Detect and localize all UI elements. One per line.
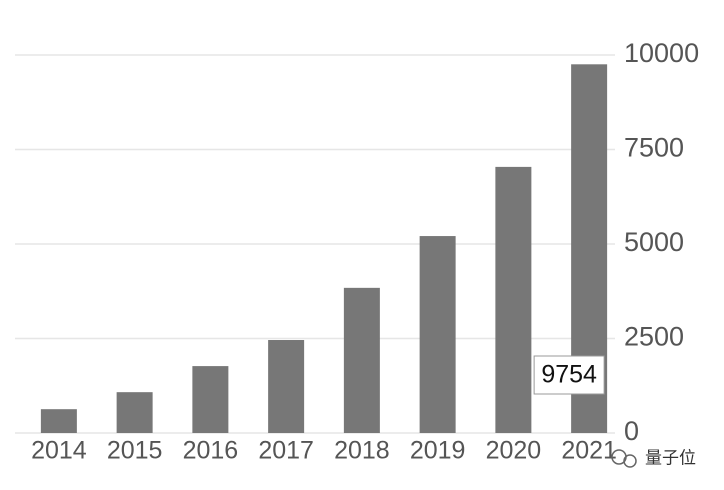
bar bbox=[495, 166, 532, 433]
x-tick-label: 2017 bbox=[258, 437, 314, 465]
plot: 0 2500 5000 7500 10000 2014 2015 2016 2017 2018 20… bbox=[15, 38, 699, 465]
watermark-icon bbox=[623, 454, 637, 468]
bar bbox=[419, 236, 456, 433]
bar bbox=[116, 392, 153, 433]
watermark-text: 量子位 bbox=[645, 448, 696, 467]
data-label-box bbox=[533, 355, 605, 395]
watermark: 量子位 bbox=[611, 448, 696, 468]
bar bbox=[268, 340, 305, 433]
x-tick-label: 2014 bbox=[31, 437, 87, 465]
y-tick-label: 10000 bbox=[624, 38, 699, 68]
bar bbox=[40, 409, 77, 433]
x-tick-label: 2018 bbox=[334, 437, 390, 465]
y-tick-label: 2500 bbox=[624, 322, 684, 352]
data-label: 9754 bbox=[541, 361, 597, 389]
bar bbox=[192, 366, 229, 433]
x-tick-label: 2016 bbox=[183, 437, 239, 465]
y-tick-label: 5000 bbox=[624, 227, 684, 257]
x-tick-label: 2021 bbox=[561, 437, 617, 465]
x-tick-label: 2019 bbox=[410, 437, 466, 465]
x-tick-label: 2020 bbox=[486, 437, 542, 465]
y-tick-label: 0 bbox=[624, 416, 639, 446]
bar bbox=[343, 287, 380, 433]
x-tick-label: 2015 bbox=[107, 437, 163, 465]
y-tick-label: 7500 bbox=[624, 133, 684, 163]
